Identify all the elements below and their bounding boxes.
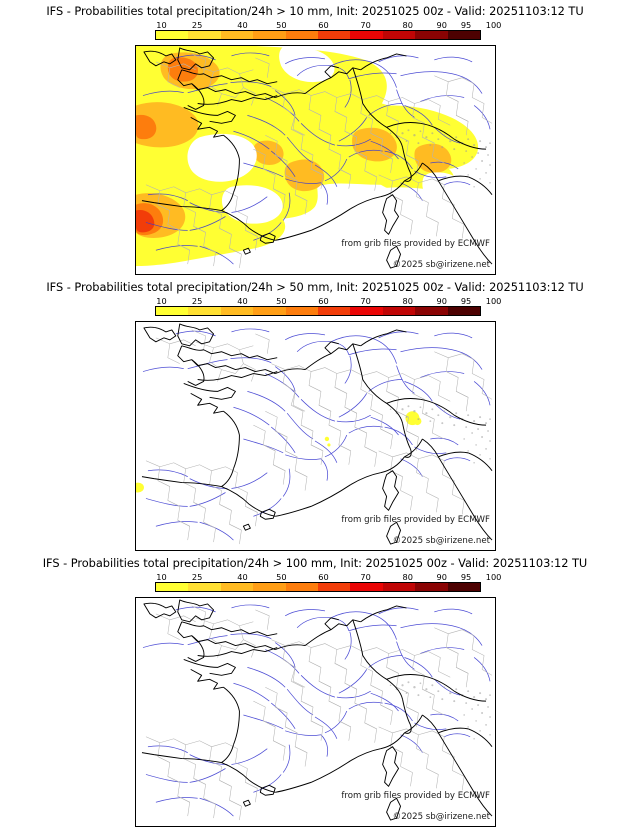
colorbar-50mm: 10 25 40 50 60 70 80 90 95 100 [155, 296, 501, 316]
colorbar-swatch-6 [350, 31, 383, 39]
colorbar-swatch-8 [415, 583, 448, 591]
colorbar-swatch-6 [350, 583, 383, 591]
colorbar-swatch-1 [188, 583, 221, 591]
colorbar-tick-1: 25 [191, 296, 203, 306]
colorbar-tick-8: 95 [460, 20, 472, 30]
colorbar-swatch-1 [188, 307, 221, 315]
colorbar-tick-4: 60 [318, 20, 329, 30]
colorbar-tick-2: 40 [237, 572, 248, 582]
colorbar-tick-1: 25 [191, 572, 203, 582]
colorbar-swatch-0 [156, 31, 189, 39]
colorbar-swatch-8 [415, 307, 448, 315]
colorbar-tick-8: 95 [460, 296, 472, 306]
copyright-10mm: ©2025 sb@irizene.net [392, 260, 490, 270]
colorbar-swatch-2 [220, 307, 254, 315]
colorbar-swatch-3 [253, 583, 286, 591]
source-credit-100mm: from grib files provided by ECMWF [341, 791, 490, 801]
colorbar-tick-2: 40 [237, 296, 248, 306]
colorbar-swatch-2 [220, 31, 254, 39]
source-credit-50mm: from grib files provided by ECMWF [341, 515, 490, 525]
colorbar-tick-4: 60 [318, 296, 329, 306]
colorbar-tick-7: 90 [436, 20, 447, 30]
colorbar-tick-3: 50 [276, 572, 287, 582]
forecast-panel-50mm: IFS - Probabilities total precipitation/… [0, 276, 630, 552]
geography-overlay-50mm [141, 323, 493, 545]
probability-field-10mm [136, 46, 495, 274]
colorbar-tick-1: 25 [191, 20, 203, 30]
colorbar-tick-5: 70 [360, 20, 371, 30]
colorbar-tick-9: 100 [485, 20, 502, 30]
map-svg-10mm [136, 46, 495, 274]
colorbar-tick-6: 80 [402, 20, 413, 30]
panel-title-50mm: IFS - Probabilities total precipitation/… [46, 280, 584, 294]
colorbar-swatch-9 [447, 31, 481, 39]
colorbar-swatch-9 [447, 307, 481, 315]
colorbar-10mm: 10 25 40 50 60 70 80 90 95 100 [155, 20, 501, 40]
colorbar-swatch-0 [156, 307, 189, 315]
colorbar-swatch-3 [253, 31, 286, 39]
panel-title-10mm: IFS - Probabilities total precipitation/… [46, 4, 584, 18]
colorbar-tick-2: 40 [237, 20, 248, 30]
colorbar-swatch-4 [285, 31, 319, 39]
colorbar-ticks: 10 25 40 50 60 70 80 90 95 100 [155, 296, 501, 307]
colorbar-swatch-7 [382, 583, 416, 591]
colorbar-ticks: 10 25 40 50 60 70 80 90 95 100 [155, 20, 501, 31]
colorbar-tick-8: 95 [460, 572, 472, 582]
probability-field-50mm [136, 411, 422, 493]
colorbar-tick-7: 90 [436, 296, 447, 306]
forecast-panel-10mm: IFS - Probabilities total precipitation/… [0, 0, 630, 276]
colorbar-gradient [155, 30, 481, 40]
colorbar-tick-7: 90 [436, 572, 447, 582]
colorbar-swatch-4 [285, 307, 319, 315]
colorbar-tick-0: 10 [156, 20, 167, 30]
map-canvas-100mm[interactable]: from grib files provided by ECMWF ©2025 … [135, 597, 496, 827]
colorbar-swatch-8 [415, 31, 448, 39]
colorbar-tick-9: 100 [485, 572, 502, 582]
colorbar-swatch-4 [285, 583, 319, 591]
source-credit-10mm: from grib files provided by ECMWF [341, 239, 490, 249]
colorbar-swatch-0 [156, 583, 189, 591]
colorbar-tick-0: 10 [156, 572, 167, 582]
colorbar-swatch-5 [318, 31, 351, 39]
colorbar-swatch-5 [318, 583, 351, 591]
geography-overlay-100mm [141, 599, 493, 821]
colorbar-swatch-1 [188, 31, 221, 39]
colorbar-swatch-7 [382, 31, 416, 39]
colorbar-gradient [155, 306, 481, 316]
colorbar-tick-0: 10 [156, 296, 167, 306]
colorbar-swatch-7 [382, 307, 416, 315]
map-canvas-50mm[interactable]: from grib files provided by ECMWF ©2025 … [135, 321, 496, 551]
colorbar-ticks: 10 25 40 50 60 70 80 90 95 100 [155, 572, 501, 583]
copyright-100mm: ©2025 sb@irizene.net [392, 812, 490, 822]
colorbar-tick-5: 70 [360, 572, 371, 582]
forecast-panel-100mm: IFS - Probabilities total precipitation/… [0, 552, 630, 828]
colorbar-gradient [155, 582, 481, 592]
map-canvas-10mm[interactable]: from grib files provided by ECMWF ©2025 … [135, 45, 496, 275]
colorbar-swatch-5 [318, 307, 351, 315]
panel-title-100mm: IFS - Probabilities total precipitation/… [42, 556, 588, 570]
colorbar-swatch-6 [350, 307, 383, 315]
colorbar-100mm: 10 25 40 50 60 70 80 90 95 100 [155, 572, 501, 592]
colorbar-tick-5: 70 [360, 296, 371, 306]
colorbar-swatch-3 [253, 307, 286, 315]
colorbar-tick-3: 50 [276, 296, 287, 306]
copyright-50mm: ©2025 sb@irizene.net [392, 536, 490, 546]
colorbar-tick-6: 80 [402, 296, 413, 306]
colorbar-tick-9: 100 [485, 296, 502, 306]
colorbar-swatch-9 [447, 583, 481, 591]
colorbar-tick-4: 60 [318, 572, 329, 582]
colorbar-swatch-2 [220, 583, 254, 591]
colorbar-tick-3: 50 [276, 20, 287, 30]
map-svg-50mm [136, 323, 493, 545]
colorbar-tick-6: 80 [402, 572, 413, 582]
